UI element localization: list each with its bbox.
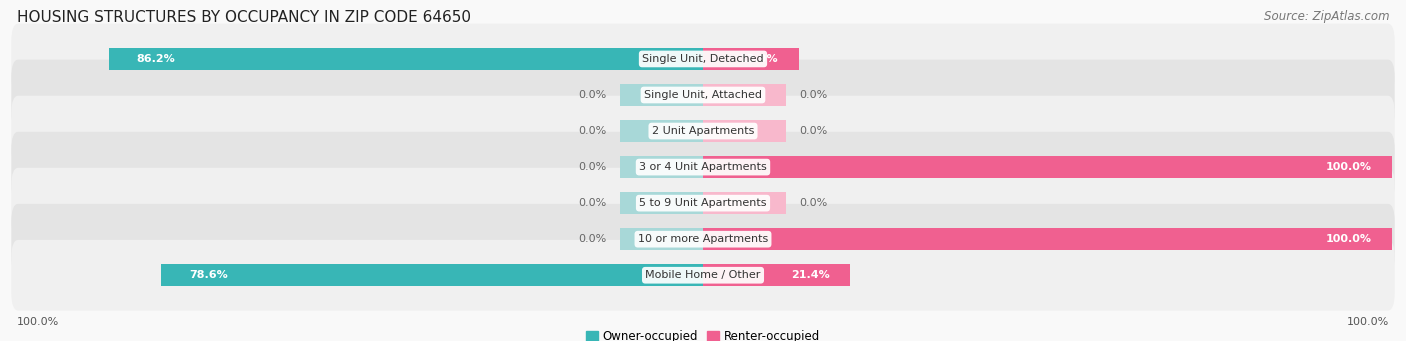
Text: 86.2%: 86.2% <box>136 54 176 64</box>
Text: 0.0%: 0.0% <box>578 126 606 136</box>
Text: 78.6%: 78.6% <box>188 270 228 280</box>
Text: 3 or 4 Unit Apartments: 3 or 4 Unit Apartments <box>640 162 766 172</box>
Text: 10 or more Apartments: 10 or more Apartments <box>638 234 768 244</box>
Text: Mobile Home / Other: Mobile Home / Other <box>645 270 761 280</box>
Bar <box>703 156 1392 178</box>
Text: HOUSING STRUCTURES BY OCCUPANCY IN ZIP CODE 64650: HOUSING STRUCTURES BY OCCUPANCY IN ZIP C… <box>17 10 471 25</box>
Text: 0.0%: 0.0% <box>578 198 606 208</box>
Text: 0.0%: 0.0% <box>578 90 606 100</box>
Bar <box>703 228 1392 250</box>
Bar <box>620 120 703 142</box>
FancyBboxPatch shape <box>11 204 1395 275</box>
Bar <box>620 84 703 106</box>
FancyBboxPatch shape <box>11 24 1395 94</box>
FancyBboxPatch shape <box>11 60 1395 130</box>
Text: 0.0%: 0.0% <box>800 90 828 100</box>
Bar <box>703 192 786 214</box>
Text: 100.0%: 100.0% <box>1347 317 1389 327</box>
Text: 0.0%: 0.0% <box>800 126 828 136</box>
Bar <box>703 48 799 70</box>
Text: Source: ZipAtlas.com: Source: ZipAtlas.com <box>1264 10 1389 23</box>
Text: Single Unit, Attached: Single Unit, Attached <box>644 90 762 100</box>
Bar <box>620 228 703 250</box>
Text: 100.0%: 100.0% <box>1326 234 1371 244</box>
Text: 0.0%: 0.0% <box>578 162 606 172</box>
Bar <box>110 48 703 70</box>
Text: Single Unit, Detached: Single Unit, Detached <box>643 54 763 64</box>
Text: 2 Unit Apartments: 2 Unit Apartments <box>652 126 754 136</box>
FancyBboxPatch shape <box>11 132 1395 203</box>
Bar <box>620 156 703 178</box>
Text: 100.0%: 100.0% <box>1326 162 1371 172</box>
Text: 0.0%: 0.0% <box>800 198 828 208</box>
FancyBboxPatch shape <box>11 168 1395 238</box>
Text: 13.9%: 13.9% <box>740 54 778 64</box>
Text: 0.0%: 0.0% <box>578 234 606 244</box>
Text: 100.0%: 100.0% <box>17 317 59 327</box>
FancyBboxPatch shape <box>11 96 1395 166</box>
Bar <box>703 120 786 142</box>
Text: 5 to 9 Unit Apartments: 5 to 9 Unit Apartments <box>640 198 766 208</box>
Bar <box>703 264 851 286</box>
Bar <box>620 192 703 214</box>
FancyBboxPatch shape <box>11 240 1395 311</box>
Text: 21.4%: 21.4% <box>792 270 830 280</box>
Bar <box>703 84 786 106</box>
Legend: Owner-occupied, Renter-occupied: Owner-occupied, Renter-occupied <box>586 330 820 341</box>
Bar <box>162 264 703 286</box>
